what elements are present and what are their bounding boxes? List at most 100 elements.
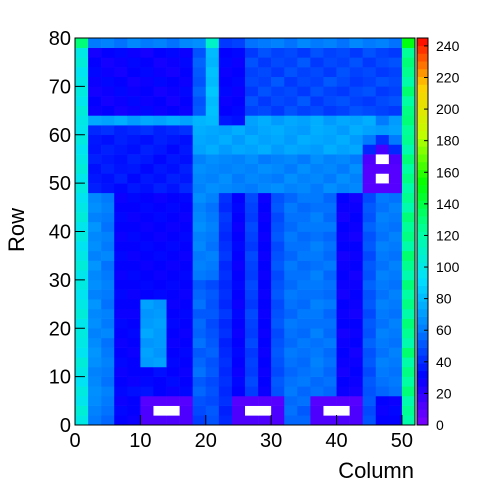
heat-cell xyxy=(323,308,337,319)
heat-cell xyxy=(192,308,207,319)
heat-cell xyxy=(375,38,390,48)
heat-cell xyxy=(153,279,167,290)
heat-cell xyxy=(153,144,167,155)
heat-cell xyxy=(323,337,337,348)
heat-cell xyxy=(388,357,403,368)
heat-cell xyxy=(218,279,233,290)
heat-cell xyxy=(179,115,193,126)
heat-cell xyxy=(153,337,167,348)
heat-cell xyxy=(153,328,167,339)
heat-cell xyxy=(101,57,115,68)
heat-cell xyxy=(258,202,272,213)
heat-cell xyxy=(362,212,377,223)
heat-cell xyxy=(388,183,403,194)
heat-cell xyxy=(245,250,259,261)
heat-cell xyxy=(205,134,220,145)
heat-cell xyxy=(388,57,403,68)
heat-cell xyxy=(245,328,259,339)
heat-cell xyxy=(284,337,298,348)
heat-cell xyxy=(310,347,324,358)
colorbar-step xyxy=(417,76,428,85)
heat-cell xyxy=(179,250,193,261)
colorbar-step xyxy=(417,401,428,410)
heat-cell xyxy=(88,125,102,136)
heat-cell xyxy=(127,415,141,426)
heat-cell xyxy=(101,318,115,329)
heat-cell xyxy=(101,260,115,271)
heat-cell xyxy=(205,76,220,87)
heat-cell xyxy=(362,144,377,155)
heat-cell xyxy=(401,76,416,87)
heat-cell xyxy=(140,337,154,348)
heat-cell xyxy=(323,260,337,271)
heat-cell xyxy=(192,163,207,174)
heat-cell xyxy=(153,318,167,329)
heat-cell xyxy=(166,231,180,242)
heat-cell xyxy=(192,183,207,194)
heat-cell xyxy=(179,173,193,184)
heat-cell xyxy=(153,289,167,300)
heat-cell xyxy=(375,289,390,300)
heat-cell xyxy=(192,270,207,281)
heat-cell xyxy=(127,231,141,242)
colorbar-tick-label: 0 xyxy=(436,417,444,433)
heat-cell xyxy=(153,250,167,261)
heat-cell xyxy=(271,202,285,213)
heat-cell xyxy=(192,318,207,329)
heat-cell xyxy=(388,347,403,358)
heat-cell xyxy=(192,96,207,107)
heat-cell xyxy=(284,105,298,116)
heat-cell xyxy=(153,231,167,242)
heat-cell xyxy=(140,115,154,126)
heat-cell xyxy=(310,125,324,136)
heat-cell xyxy=(271,192,285,203)
heat-cell xyxy=(192,376,207,387)
heat-cell xyxy=(336,47,350,58)
heat-cell xyxy=(245,308,259,319)
heat-cell xyxy=(218,192,233,203)
heat-cell xyxy=(166,260,180,271)
heat-cell xyxy=(114,289,128,300)
heat-cell xyxy=(205,86,220,97)
heat-cell xyxy=(75,134,89,145)
heat-cell xyxy=(127,250,141,261)
heat-cell xyxy=(205,328,220,339)
heat-cell xyxy=(401,38,416,48)
heat-cell xyxy=(218,415,233,426)
heat-cell xyxy=(323,405,337,416)
heat-cell xyxy=(88,318,102,329)
heat-cell xyxy=(323,318,337,329)
heat-cell xyxy=(401,125,416,136)
heat-cell xyxy=(88,279,102,290)
heat-cell xyxy=(401,134,416,145)
heat-cell xyxy=(75,347,89,358)
heat-cell xyxy=(245,221,259,232)
heat-cell xyxy=(349,289,363,300)
heat-cell xyxy=(323,221,337,232)
heat-cell xyxy=(258,125,272,136)
heat-cell xyxy=(258,241,272,252)
heat-cell xyxy=(75,192,89,203)
heat-cell xyxy=(388,260,403,271)
heat-cell xyxy=(401,67,416,77)
heat-cell xyxy=(166,221,180,232)
heat-cell xyxy=(218,308,233,319)
heat-cell xyxy=(323,134,337,145)
heat-cell xyxy=(258,405,272,416)
heat-cell xyxy=(258,250,272,261)
heat-cell xyxy=(153,38,167,48)
heat-cell xyxy=(284,318,298,329)
heat-cell xyxy=(388,96,403,107)
heat-cell xyxy=(336,395,350,406)
heat-cell xyxy=(310,163,324,174)
heat-cell xyxy=(231,192,246,203)
heat-cell xyxy=(179,163,193,174)
heat-cell xyxy=(140,279,154,290)
heat-cell xyxy=(388,395,403,406)
heat-cell xyxy=(127,47,141,58)
heat-cell xyxy=(179,289,193,300)
heat-cell xyxy=(258,183,272,194)
heat-cell xyxy=(258,115,272,126)
colorbar-tick-label: 60 xyxy=(436,322,452,338)
heat-cell xyxy=(75,250,89,261)
